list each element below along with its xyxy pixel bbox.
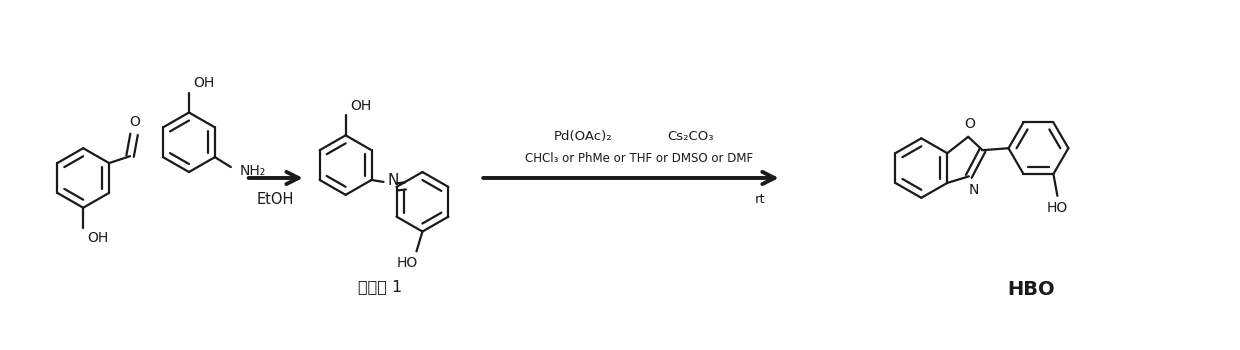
Text: OH: OH	[193, 76, 215, 90]
Text: Cs₂CO₃: Cs₂CO₃	[667, 130, 714, 143]
Text: HBO: HBO	[1007, 280, 1055, 299]
Text: rt: rt	[754, 193, 765, 206]
Text: CHCl₃ or PhMe or THF or DMSO or DMF: CHCl₃ or PhMe or THF or DMSO or DMF	[525, 152, 753, 164]
Text: OH: OH	[350, 99, 371, 113]
Text: Pd(OAc)₂: Pd(OAc)₂	[554, 130, 613, 143]
Text: O: O	[963, 117, 975, 131]
Text: EtOH: EtOH	[257, 192, 294, 207]
Text: HO: HO	[397, 256, 418, 270]
Text: 中间体 1: 中间体 1	[358, 280, 403, 295]
Text: N: N	[388, 174, 399, 188]
Text: O: O	[130, 116, 140, 130]
Text: OH: OH	[88, 231, 109, 245]
Text: HO: HO	[1047, 201, 1068, 215]
Text: N: N	[968, 183, 978, 197]
Text: NH₂: NH₂	[239, 164, 265, 178]
